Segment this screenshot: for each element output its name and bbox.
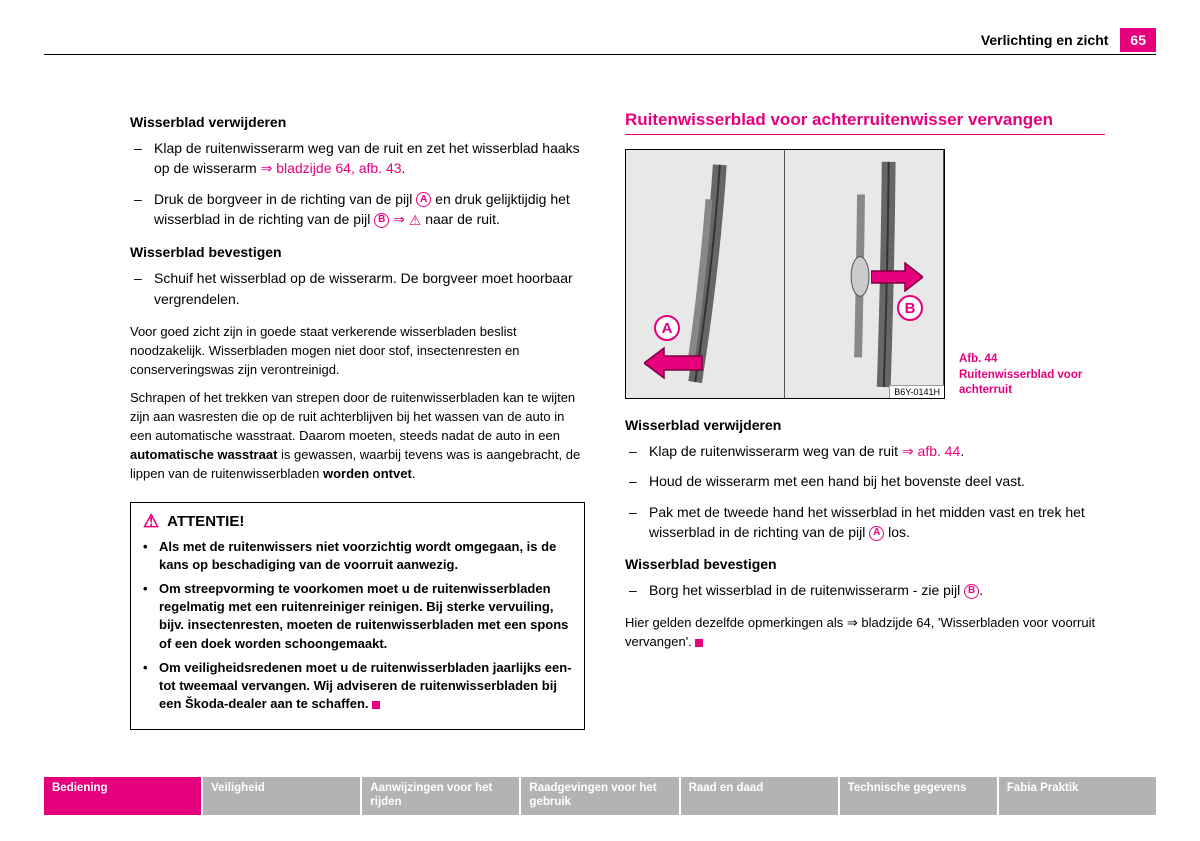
right-title: Ruitenwisserblad voor achterruitenwisser… — [625, 110, 1105, 135]
tab-raad-en-daad[interactable]: Raad en daad — [681, 777, 838, 815]
right-heading-remove: Wisserblad verwijderen — [625, 417, 1105, 433]
crossref-link[interactable]: ⇒ afb. 44 — [902, 443, 960, 459]
tab-technische[interactable]: Technische gegevens — [840, 777, 997, 815]
list-item: Klap de ruitenwisserarm weg van de ruit … — [130, 138, 585, 179]
right-heading-attach: Wisserblad bevestigen — [625, 556, 1105, 572]
end-marker-icon — [372, 701, 380, 709]
tab-veiligheid[interactable]: Veiligheid — [203, 777, 360, 815]
marker-b-icon: B — [374, 213, 389, 228]
right-column: Ruitenwisserblad voor achterruitenwisser… — [625, 110, 1105, 730]
list-item: Borg het wisserblad in de ruitenwisserar… — [625, 580, 1105, 600]
list-item: Om veiligheidsredenen moet u de ruitenwi… — [143, 659, 572, 714]
marker-a-icon: A — [416, 192, 431, 207]
attention-list: Als met de ruitenwissers niet voorzichti… — [143, 538, 572, 714]
marker-b-icon: B — [897, 295, 923, 321]
left-attach-list: Schuif het wisserblad op de wisserarm. D… — [130, 268, 585, 309]
page-header: Verlichting en zicht 65 — [981, 28, 1156, 52]
body-paragraph: Schrapen of het trekken van strepen door… — [130, 389, 585, 483]
list-item: Pak met de tweede hand het wisserblad in… — [625, 502, 1105, 543]
figure-panel-a: A — [626, 150, 785, 398]
page-number: 65 — [1120, 28, 1156, 52]
left-heading-attach: Wisserblad bevestigen — [130, 244, 585, 260]
right-attach-list: Borg het wisserblad in de ruitenwisserar… — [625, 580, 1105, 600]
header-rule — [44, 54, 1156, 55]
tab-aanwijzingen[interactable]: Aanwijzingen voor het rijden — [362, 777, 519, 815]
marker-a-icon: A — [654, 315, 680, 341]
figure-code: B6Y-0141H — [889, 385, 944, 398]
content: Wisserblad verwijderen Klap de ruitenwis… — [130, 110, 1140, 730]
figure-block: A B B6Y-014 — [625, 149, 1105, 399]
left-heading-remove: Wisserblad verwijderen — [130, 114, 585, 130]
end-marker-icon — [695, 639, 703, 647]
list-item: Druk de borgveer in de richting van de p… — [130, 189, 585, 231]
list-item: Schuif het wisserblad op de wisserarm. D… — [130, 268, 585, 309]
marker-b-icon: B — [964, 584, 979, 599]
section-name: Verlichting en zicht — [981, 32, 1109, 48]
body-paragraph: Hier gelden dezelfde opmerkingen als ⇒ b… — [625, 614, 1105, 652]
tab-praktik[interactable]: Fabia Praktik — [999, 777, 1156, 815]
left-column: Wisserblad verwijderen Klap de ruitenwis… — [130, 110, 585, 730]
figure-panel-b: B — [785, 150, 944, 398]
attention-title: ⚠ ATTENTIE! — [143, 511, 572, 532]
footer-tabs: Bediening Veiligheid Aanwijzingen voor h… — [44, 777, 1156, 815]
arrow-left-icon — [644, 346, 704, 380]
list-item: Houd de wisserarm met een hand bij het b… — [625, 471, 1105, 491]
tab-bediening[interactable]: Bediening — [44, 777, 201, 815]
warning-icon: ⚠ — [143, 511, 159, 532]
list-item: Om streepvorming te voorkomen moet u de … — [143, 580, 572, 653]
left-remove-list: Klap de ruitenwisserarm weg van de ruit … — [130, 138, 585, 230]
warning-icon: ⚠ — [409, 210, 422, 230]
marker-a-icon: A — [869, 526, 884, 541]
arrow-right-icon — [871, 262, 923, 292]
attention-box: ⚠ ATTENTIE! Als met de ruitenwissers nie… — [130, 502, 585, 731]
crossref-link[interactable]: ⇒ bladzijde 64, afb. 43 — [261, 160, 402, 176]
right-remove-list: Klap de ruitenwisserarm weg van de ruit … — [625, 441, 1105, 542]
list-item: Als met de ruitenwissers niet voorzichti… — [143, 538, 572, 574]
body-paragraph: Voor goed zicht zijn in goede staat verk… — [130, 323, 585, 380]
list-item: Klap de ruitenwisserarm weg van de ruit … — [625, 441, 1105, 461]
figure-caption: Afb. 44 Ruitenwisserblad voor achterruit — [959, 352, 1089, 399]
figure-44: A B B6Y-014 — [625, 149, 945, 399]
tab-raadgevingen[interactable]: Raadgevingen voor het gebruik — [521, 777, 678, 815]
